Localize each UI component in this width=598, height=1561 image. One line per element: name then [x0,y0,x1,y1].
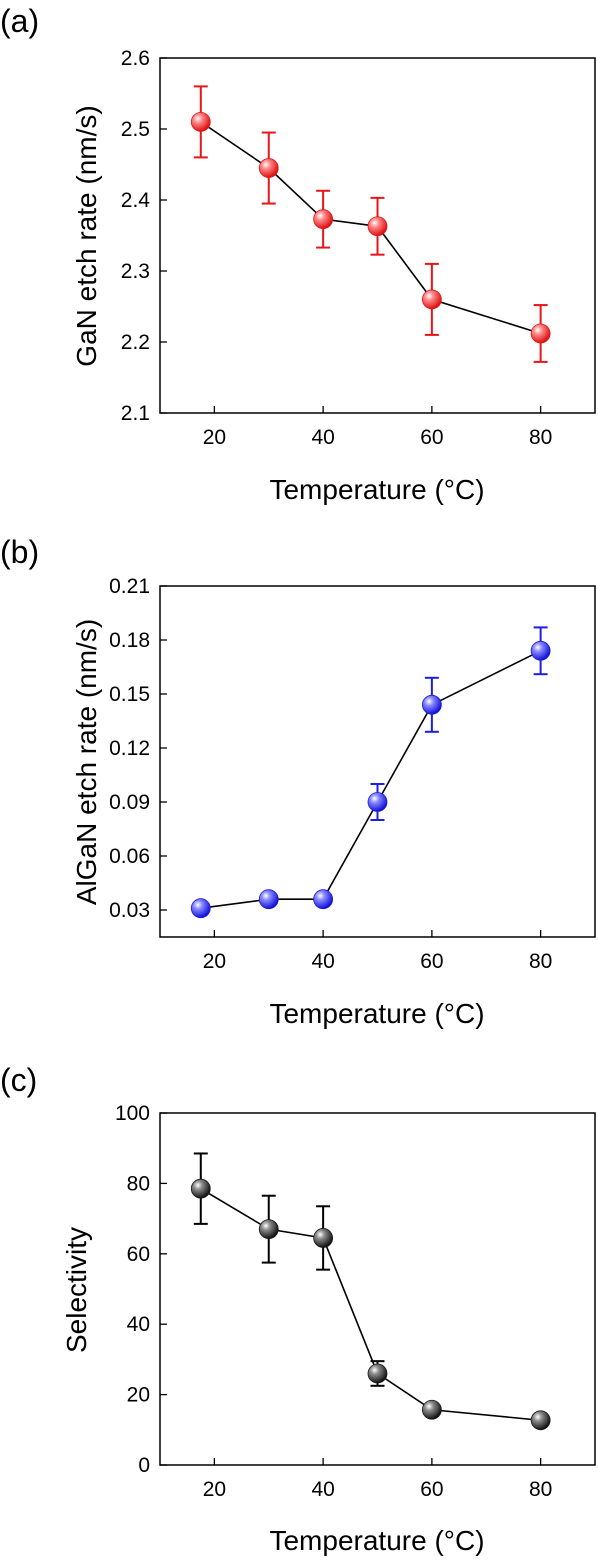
x-tick-label: 40 [311,426,334,449]
x-tick-label: 80 [529,1478,552,1501]
x-tick-label: 20 [203,950,226,973]
data-series [190,85,551,363]
x-axis-title: Temperature (°C) [269,998,484,1029]
x-tick-label: 80 [529,950,552,973]
y-tick-label: 60 [127,1243,150,1266]
y-tick-label: 2.6 [121,47,150,70]
x-tick-label: 60 [420,426,443,449]
data-series [190,1152,551,1431]
y-tick-label: 0.03 [109,899,150,922]
data-point [190,112,211,132]
y-tick-label: 20 [127,1384,150,1407]
x-axis: 20 40 60 80 [203,1478,553,1501]
panel-label: (a) [0,3,39,39]
data-point [421,1399,442,1420]
data-point [313,1228,334,1248]
y-tick-label: 0.18 [109,629,150,652]
y-axis: 2.1 2.2 2.3 2.4 2.5 2.6 [121,47,151,425]
x-tick-label: 20 [203,1478,226,1501]
x-tick-label: 60 [420,950,443,973]
data-point [313,889,334,910]
x-tick-label: 80 [529,426,552,449]
panel-b: (b) 20 40 60 80 0.03 0.06 0.09 0.12 0.15… [0,534,596,1029]
y-tick-label: 100 [115,1102,150,1125]
y-axis-title: GaN etch rate (nm/s) [71,105,102,366]
x-tick-label: 60 [420,1478,443,1501]
series-line [200,1187,541,1422]
plot-frame [159,1112,596,1466]
panel-a: (a) 20 40 60 80 2.1 2.2 2.3 2.4 2.5 2.6 … [0,3,596,505]
panel-label: (c) [0,1062,37,1098]
x-axis-title: Temperature (°C) [269,474,484,505]
y-tick-label: 2.4 [121,189,151,212]
data-point [530,323,551,344]
x-tick-label: 40 [311,1478,334,1501]
data-point [258,889,279,910]
data-series [190,626,551,919]
y-axis: 0.03 0.06 0.09 0.12 0.15 0.18 0.21 [109,575,150,922]
panel-c: (c) 20 40 60 80 0 20 40 60 80 100 Temper… [0,1062,596,1556]
data-point [530,640,551,661]
x-tick-label: 40 [311,950,334,973]
data-point [258,158,279,178]
y-tick-label: 0.21 [109,575,150,598]
x-axis-title: Temperature (°C) [269,1525,484,1556]
data-point [367,1363,388,1384]
y-tick-label: 2.5 [121,118,150,141]
y-tick-label: 2.1 [121,402,150,425]
data-point [190,898,211,919]
y-axis-title: Selectivity [61,1227,92,1353]
series-line [200,121,541,335]
x-axis: 20 40 60 80 [203,950,553,973]
y-tick-label: 2.2 [121,331,150,354]
y-tick-label: 0.12 [109,737,150,760]
data-point [367,216,388,237]
panel-label: (b) [0,534,39,570]
data-point [367,792,388,812]
y-tick-label: 0 [138,1454,150,1477]
y-tick-label: 0.09 [109,791,150,814]
data-point [421,289,442,310]
data-point [530,1410,551,1431]
data-point [421,694,442,715]
x-tick-label: 20 [203,426,226,449]
data-point [190,1178,211,1199]
y-tick-label: 0.06 [109,845,150,868]
series-line [200,650,541,909]
data-point [313,209,334,230]
plot-frame [159,585,596,938]
y-tick-label: 0.15 [109,683,150,706]
x-axis: 20 40 60 80 [203,426,553,449]
plot-frame [159,57,596,414]
data-point [258,1219,279,1240]
y-tick-label: 2.3 [121,260,150,283]
y-axis-title: AlGaN etch rate (nm/s) [71,619,102,905]
y-axis: 0 20 40 60 80 100 [115,1102,150,1477]
y-tick-label: 40 [127,1313,150,1336]
y-tick-label: 80 [127,1172,150,1195]
